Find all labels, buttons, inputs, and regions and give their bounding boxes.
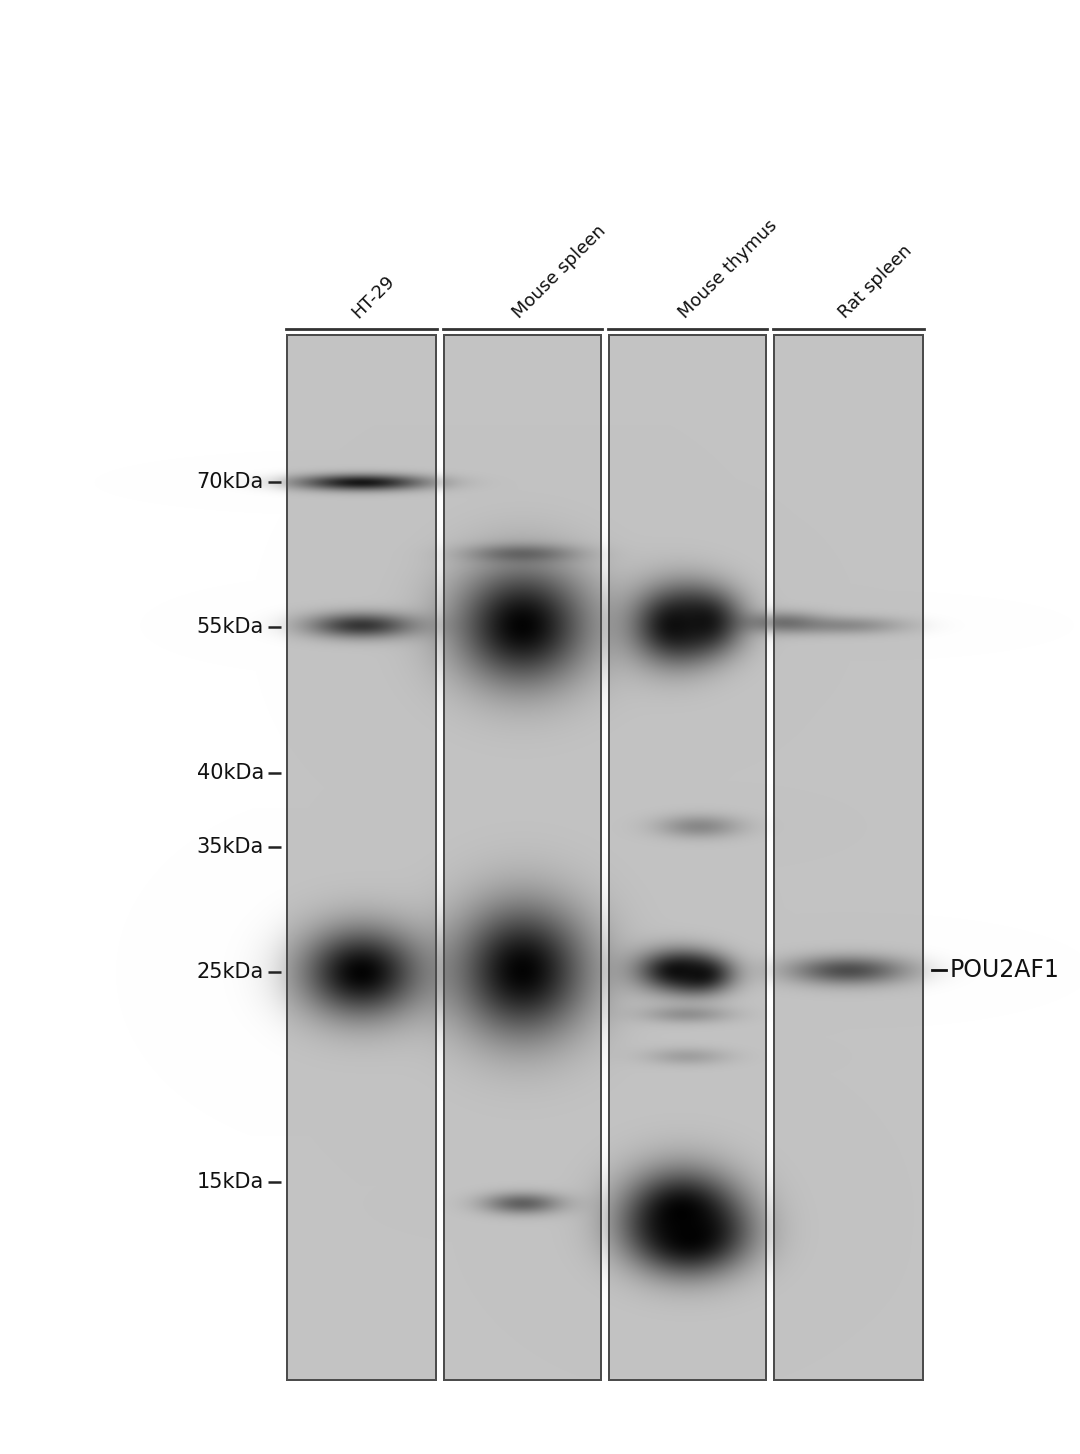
Text: 15kDa: 15kDa — [197, 1172, 264, 1192]
Text: 35kDa: 35kDa — [197, 838, 264, 856]
Text: Rat spleen: Rat spleen — [836, 241, 916, 321]
Text: 25kDa: 25kDa — [197, 963, 264, 981]
Text: 55kDa: 55kDa — [197, 616, 264, 637]
Text: Mouse thymus: Mouse thymus — [675, 217, 781, 321]
Text: 70kDa: 70kDa — [197, 473, 264, 491]
Text: Mouse spleen: Mouse spleen — [510, 222, 610, 321]
Text: POU2AF1: POU2AF1 — [950, 958, 1059, 981]
Text: 40kDa: 40kDa — [197, 763, 264, 784]
Text: HT-29: HT-29 — [349, 272, 399, 321]
